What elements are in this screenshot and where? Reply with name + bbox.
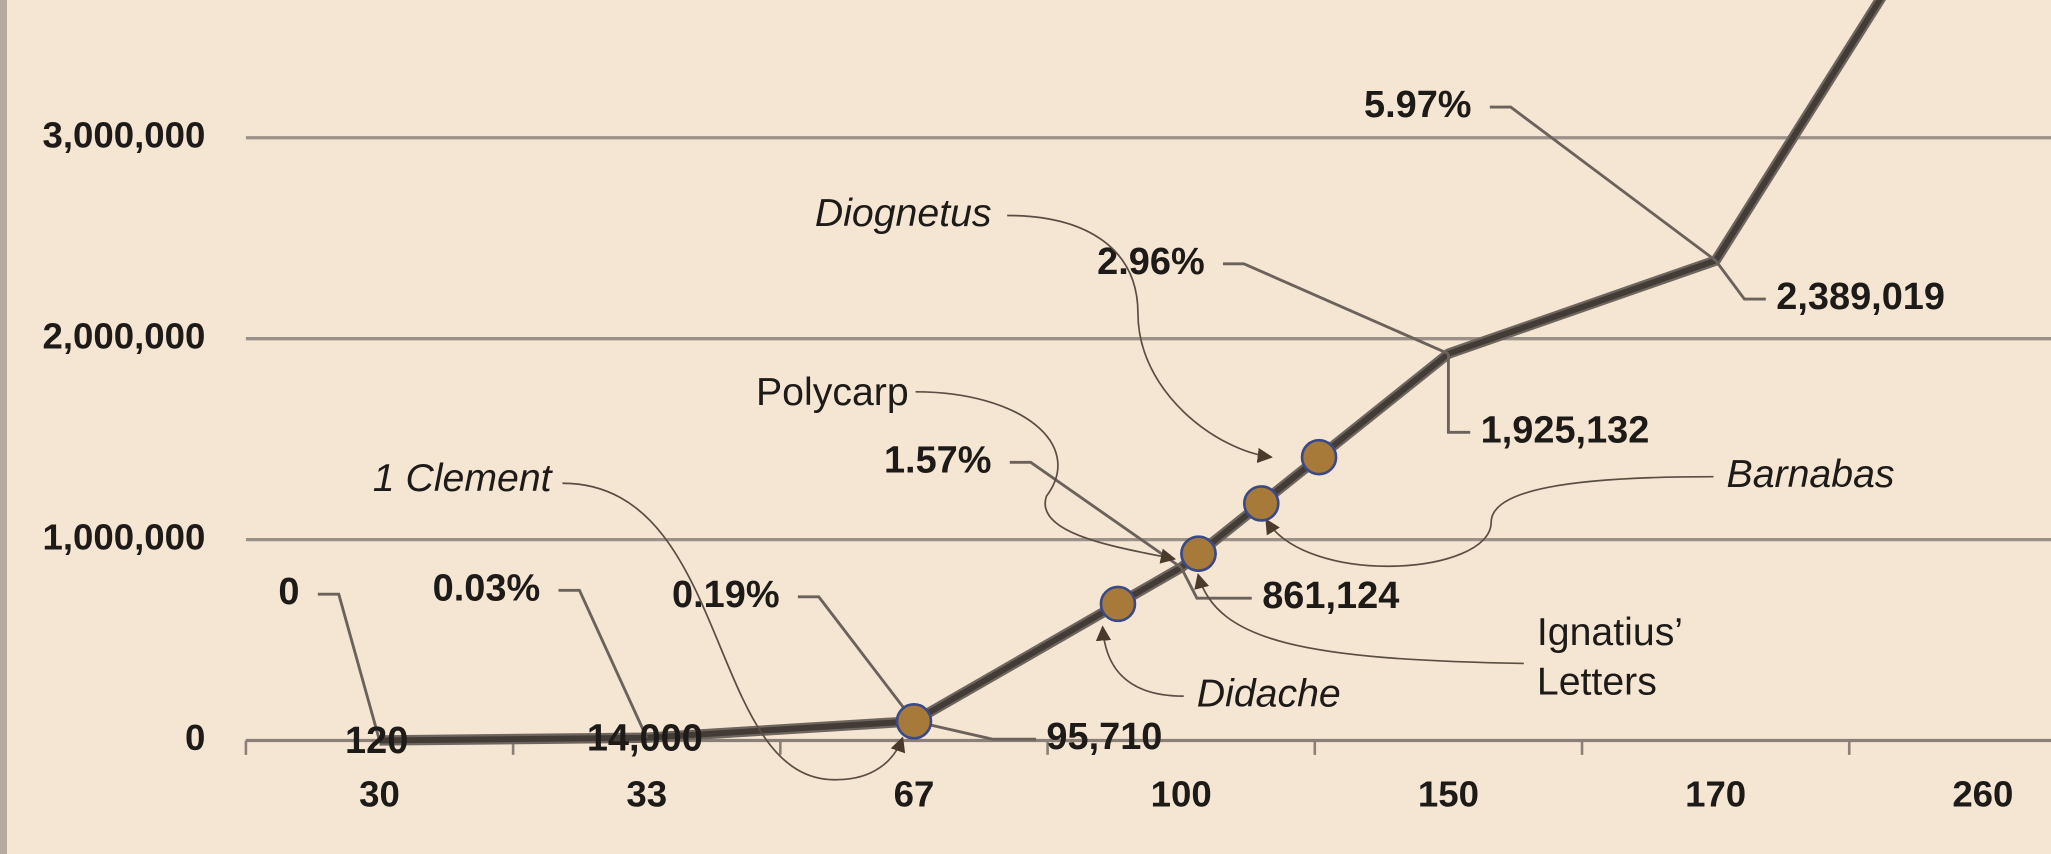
x-tick-label: 33 [626, 773, 667, 814]
doc-marker [1300, 438, 1338, 476]
leader-line [1714, 259, 1766, 301]
doc-marker [1180, 535, 1217, 572]
x-tick-label: 67 [894, 773, 935, 814]
doc-marker [895, 702, 933, 740]
value-label: 95,710 [1046, 716, 1162, 758]
x-tick-label: 170 [1685, 773, 1746, 814]
doc-label: Ignatius’ [1537, 611, 1683, 654]
leader-line [1179, 566, 1252, 600]
leader-line [797, 595, 916, 723]
doc-marker [1242, 485, 1280, 522]
plot: 0 1,000,000 2,000,000 3,000,000 30 33 67 100 150… [42, 0, 2051, 814]
x-tick-label: 150 [1418, 773, 1479, 814]
percent-label: 0.03% [433, 567, 541, 609]
doc-arrow [1265, 475, 1714, 567]
doc-arrow [1095, 625, 1184, 697]
y-tick-label: 1,000,000 [42, 516, 205, 557]
leader-line [1009, 460, 1183, 569]
doc-label: Barnabas [1727, 453, 1895, 496]
x-tick-label: 260 [1952, 773, 2013, 814]
doc-label: Diognetus [815, 192, 992, 235]
leader-line [1222, 262, 1449, 356]
y-tick-label: 2,000,000 [42, 315, 205, 356]
x-tick-label: 30 [359, 773, 400, 814]
leader-line [913, 719, 1036, 741]
value-label: 2,389,019 [1776, 276, 1945, 318]
leader-line [317, 592, 381, 741]
percent-label: 0.19% [672, 574, 780, 616]
doc-label: Letters [1537, 661, 1657, 704]
doc-arrow [1007, 214, 1273, 464]
y-tick-label: 0 [185, 717, 205, 758]
doc-marker [1099, 585, 1137, 623]
percent-label: 0 [278, 571, 299, 613]
doc-label: Polycarp [756, 371, 909, 414]
leader-line [558, 588, 649, 739]
doc-arrow [562, 482, 906, 781]
x-tick-label: 100 [1151, 773, 1212, 814]
left-edge [0, 0, 7, 854]
value-label: 1,925,132 [1481, 409, 1650, 451]
doc-arrow [1194, 573, 1524, 665]
percent-label: 5.97% [1364, 84, 1472, 126]
value-label: 861,124 [1262, 575, 1399, 617]
doc-arrow [915, 390, 1177, 564]
percent-label: 2.96% [1097, 241, 1205, 283]
doc-label: 1 Clement [373, 457, 554, 500]
leader-line [1446, 353, 1471, 434]
y-tick-label: 3,000,000 [42, 114, 205, 155]
value-label: 120 [345, 720, 408, 762]
doc-label: Didache [1197, 672, 1341, 715]
value-label: 14,000 [587, 718, 703, 760]
percent-label: 1.57% [884, 439, 992, 481]
leader-line [1489, 105, 1717, 262]
